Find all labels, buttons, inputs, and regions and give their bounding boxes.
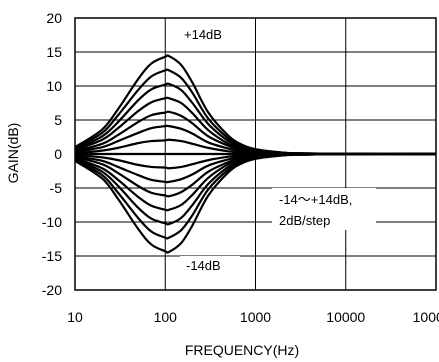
y-tick-label: -20 — [42, 282, 62, 298]
series-curves — [74, 54, 437, 254]
plot-frame — [74, 17, 437, 291]
tick-labels: 10 100 1000 10000 100000 20 15 10 5 0 -5 -10 -15 -20 — [42, 10, 439, 325]
y-tick-label: 10 — [46, 78, 62, 94]
x-tick-label: 100 — [154, 309, 178, 325]
y-tick-label: 20 — [46, 10, 62, 26]
y-tick-label: 15 — [46, 44, 62, 60]
gain-curve-14 — [74, 152, 437, 254]
x-tick-label: 1000 — [240, 309, 271, 325]
x-axis-label: FREQUENCY(Hz) — [185, 342, 299, 358]
x-tick-label: 100000 — [413, 309, 439, 325]
y-tick-label: 0 — [54, 146, 62, 162]
annotation-bottom-bg — [180, 256, 240, 276]
y-tick-label: 5 — [54, 112, 62, 128]
y-axis-label: GAIN(dB) — [5, 123, 21, 184]
y-tick-label: -10 — [42, 214, 62, 230]
annotation-range-line1: -14～+14dB, — [279, 192, 352, 207]
y-tick-label: -5 — [50, 180, 63, 196]
annotation-bottom: -14dB — [186, 258, 221, 273]
annotation-range-bg — [272, 188, 376, 230]
annotation-top: +14dB — [184, 27, 222, 42]
annotation-top-bg — [178, 24, 240, 44]
x-tick-label: 10000 — [326, 309, 365, 325]
y-tick-label: -15 — [42, 248, 62, 264]
x-tick-label: 10 — [67, 309, 83, 325]
annotation-range-line2: 2dB/step — [279, 213, 330, 228]
